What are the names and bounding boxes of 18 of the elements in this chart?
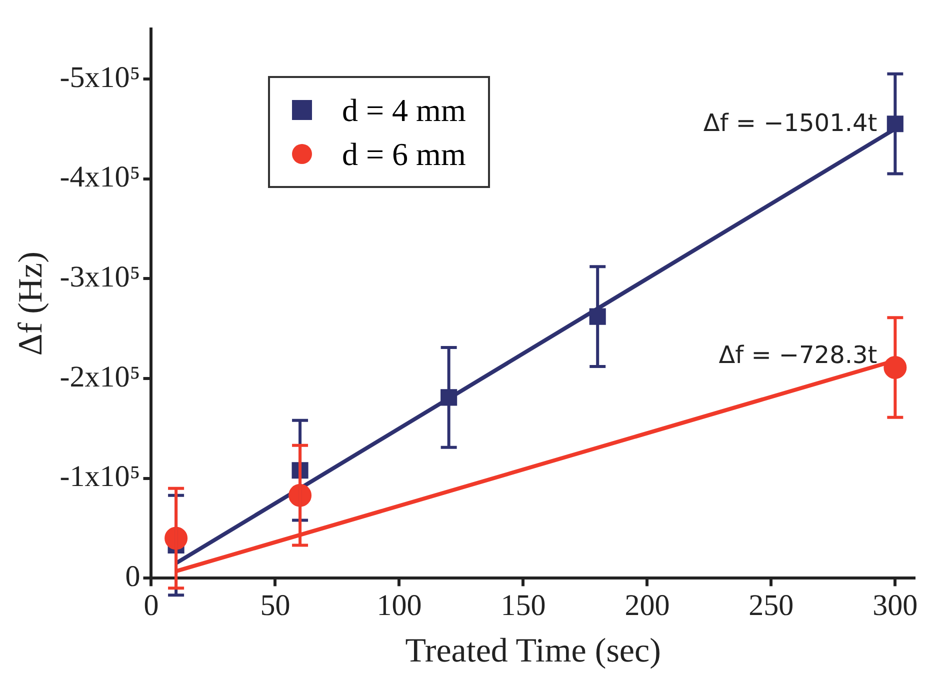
annotation: Δf = −1501.4t [703,109,878,138]
y-tick-label: 0 [125,560,140,594]
y-tick-label: -1x10⁵ [60,460,140,494]
annotation: Δf = −728.3t [718,340,878,369]
x-axis-title: Treated Time (sec) [405,632,661,670]
x-tick-label: 300 [872,589,918,622]
x-tick-label: 150 [500,589,546,622]
x-tick-label: 100 [376,589,422,622]
y-tick-label: -4x10⁵ [60,160,140,194]
y-tick-label: -3x10⁵ [60,260,140,294]
y-axis-title: Δf (Hz) [12,252,50,356]
x-tick-label: 200 [624,589,670,622]
x-tick-label: 250 [748,589,794,622]
y-tick-label: -2x10⁵ [60,360,140,394]
legend-label: d = 6 mm [342,135,466,174]
y-tick-label: -5x10⁵ [60,60,140,94]
legend-label: d = 4 mm [342,91,466,130]
x-tick-label: 50 [260,589,290,622]
